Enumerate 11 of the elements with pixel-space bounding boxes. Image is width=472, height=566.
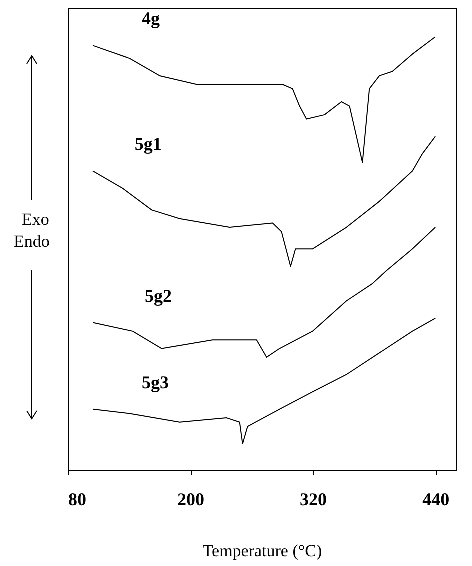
x-tick-label: 320 <box>300 490 328 510</box>
series-label: 5g3 <box>142 372 169 392</box>
x-tick-label: 200 <box>178 490 205 510</box>
x-tick-label: 440 <box>422 490 450 510</box>
x-tick-label: 80 <box>68 490 86 510</box>
series-label: 5g1 <box>134 134 162 154</box>
x-axis-title: Temperature (°C) <box>202 542 322 560</box>
text: Exo <box>22 210 50 230</box>
series-label: 4g <box>142 8 160 29</box>
text: Endo <box>14 232 50 252</box>
series-label: 5g2 <box>144 286 172 306</box>
